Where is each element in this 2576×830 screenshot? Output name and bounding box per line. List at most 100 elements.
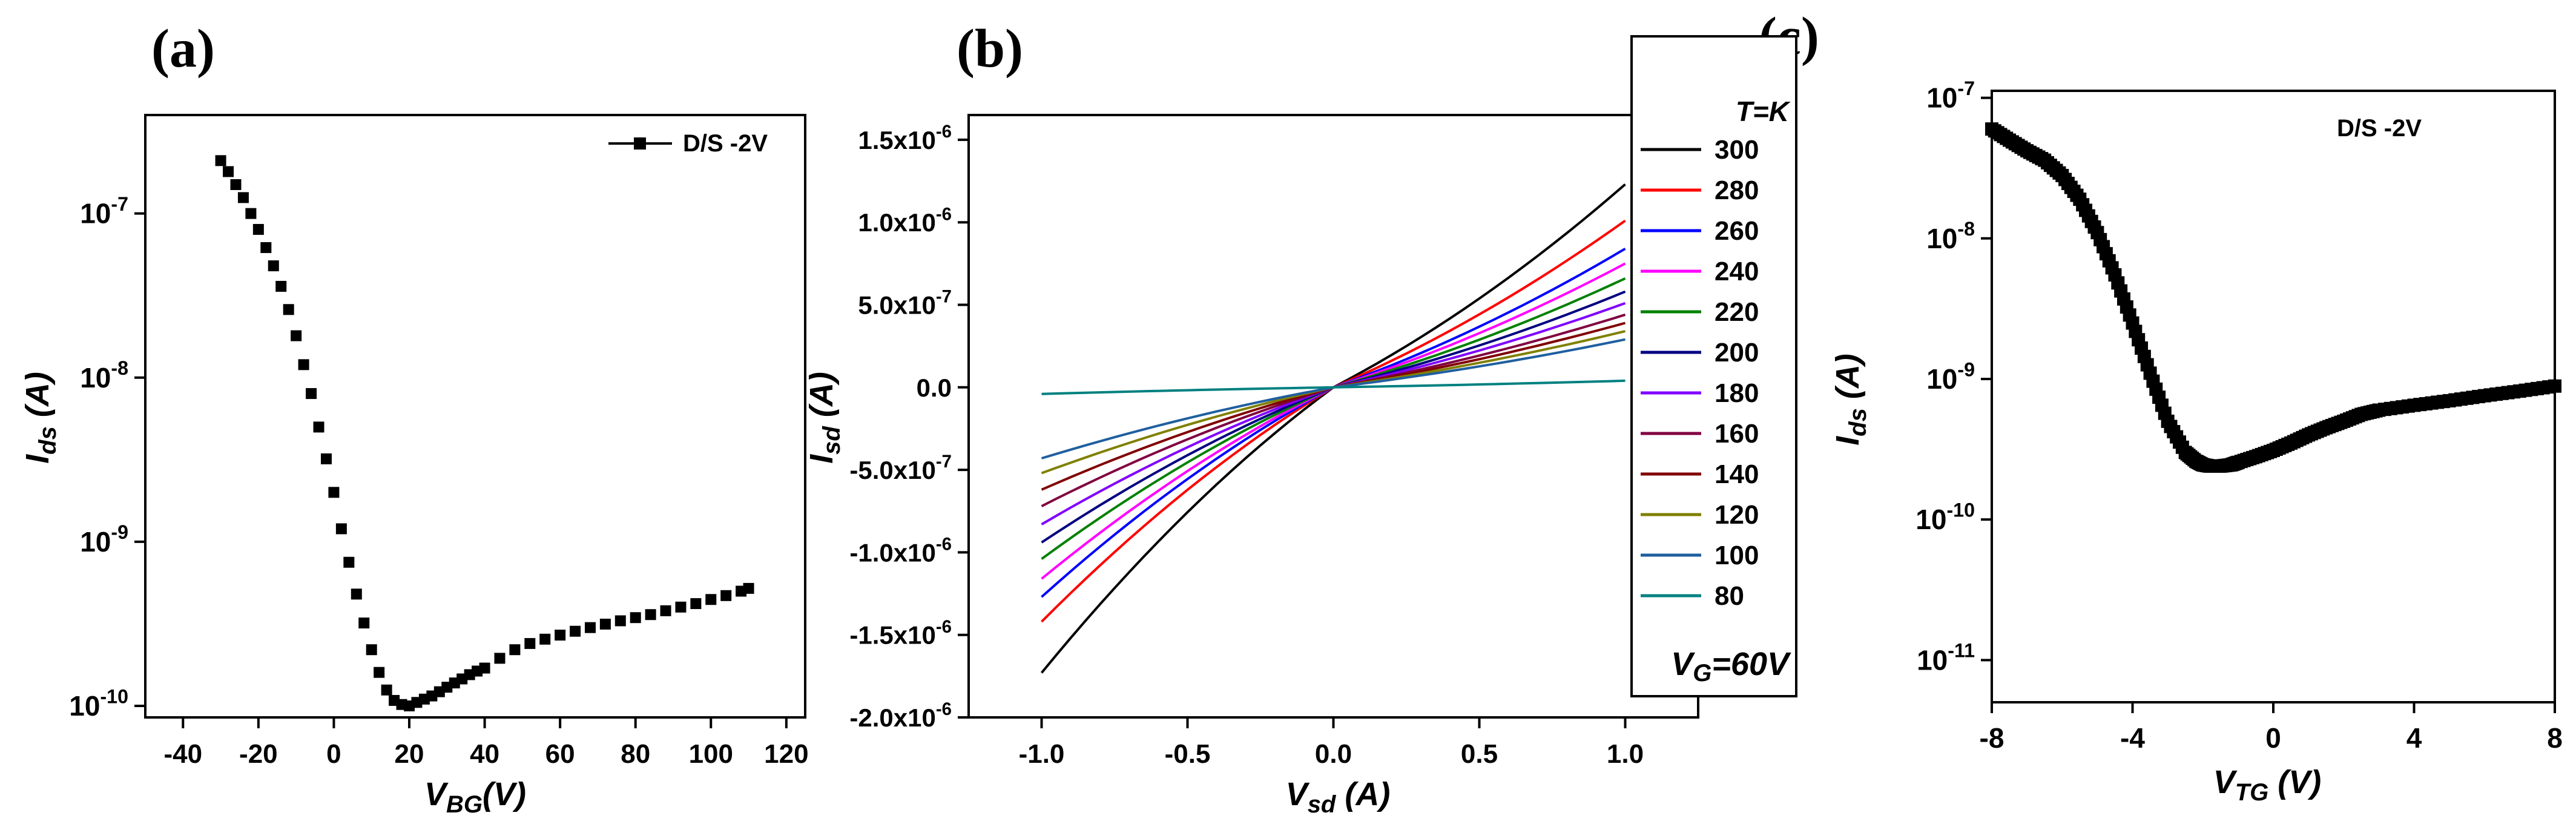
panel-a-data-point <box>743 582 754 594</box>
panel-a-data-point <box>555 630 566 641</box>
panel-b-legend-label: 220 <box>1715 297 1759 327</box>
panel-a-data-point <box>645 609 656 621</box>
panel-a-y-tick-label: 10-9 <box>80 521 128 558</box>
panel-a-data-point <box>283 304 294 315</box>
panel-a-x-axis-title: VBG(V) <box>424 776 526 818</box>
panel-a-data-point <box>291 330 302 341</box>
panel-b-x-tick-label: 0.0 <box>1315 739 1352 769</box>
panel-c-annotation: D/S -2V <box>2337 115 2422 142</box>
panel-b-legend-label: 180 <box>1715 378 1759 408</box>
panel-b-legend-label: 280 <box>1715 176 1759 205</box>
panel-b-legend-label: 160 <box>1715 419 1759 449</box>
panel-b-series-line <box>1041 248 1626 598</box>
panel-a-legend-marker <box>634 137 646 150</box>
panel-a-x-tick-label: 60 <box>545 739 575 769</box>
panel-a-x-tick-label: -40 <box>163 739 202 769</box>
panel-b-plot-frame <box>967 114 1699 719</box>
panel-b-y-tick-label: 1.5x10-6 <box>858 122 952 154</box>
panel-b-series-line <box>1041 262 1626 580</box>
panel-b-legend-label: 300 <box>1715 135 1759 165</box>
panel-c-y-tick-label: 10-8 <box>1926 218 1975 254</box>
panel-b-y-tick-label: -2.0x10-6 <box>849 699 952 732</box>
panel-a-x-tick-label: 40 <box>470 739 499 769</box>
panel-b-legend-label: 100 <box>1715 541 1759 570</box>
panel-a-data-point <box>479 662 490 674</box>
panel-a-y-tick-label: 10-8 <box>80 357 128 394</box>
panel-c-x-tick-label: 0 <box>2265 722 2281 754</box>
panel-a-data-point <box>343 556 355 568</box>
panel-b-legend-label: 260 <box>1715 216 1759 246</box>
panel-b-legend-label: 80 <box>1715 581 1744 611</box>
panel-a-data-point <box>358 618 370 629</box>
panel-a-data-point <box>366 644 377 656</box>
panel-a-data-point <box>260 242 272 253</box>
panel-a-y-tick-label: 10-7 <box>80 193 128 229</box>
panel-b-series-line <box>1041 290 1626 544</box>
panel-b-y-tick-label: 5.0x10-7 <box>858 287 952 320</box>
panel-b-series-line <box>1041 313 1626 507</box>
panel-a-data-point <box>275 280 287 292</box>
panel-a-data-point <box>298 359 309 371</box>
panel-b-y-tick-label: 0.0 <box>917 374 952 402</box>
panel-a-data-point <box>351 588 362 600</box>
panel-a-chart: -40 -20 0 20 40 60 80 100 120 10-1010-910-810-7 … <box>19 114 809 818</box>
panel-b-y-ticks: -2.0x10-6 -1.5x10-6 -1.0x10-6 -5.0x10-7 0.0 5… <box>849 122 969 732</box>
panel-a-data-point <box>215 155 226 166</box>
panel-b-y-tick-label: -1.5x10-6 <box>849 617 952 650</box>
panel-a-data-point <box>230 179 242 190</box>
panel-a-data-point <box>660 605 671 616</box>
panel-c-y-axis-title: Ids (A) <box>1830 354 1871 446</box>
panel-c-y-tick-label: 10-7 <box>1926 77 1975 114</box>
panel-a-x-tick-label: 0 <box>326 739 341 769</box>
panel-c-data-series <box>1985 122 2561 473</box>
panel-a-x-tick-label: 20 <box>395 739 424 769</box>
panel-a-data-point <box>599 618 611 630</box>
panel-b-series-line <box>1041 379 1626 395</box>
panel-a-data-point <box>570 625 581 637</box>
panel-a-x-tick-label: 100 <box>689 739 733 769</box>
panel-b-x-tick-label: 1.0 <box>1607 739 1644 769</box>
panel-a-y-tick-label: 10-10 <box>69 685 128 722</box>
panel-a-y-axis-title: Ids (A) <box>19 372 61 464</box>
panel-a-legend: D/S -2V <box>608 130 768 157</box>
panel-a-data-point <box>381 684 392 696</box>
panel-b-series-line <box>1041 301 1626 525</box>
panel-c-x-tick-label: 4 <box>2406 722 2422 754</box>
panel-b-legend: T=K VG=60V 300 280 260 240 220 200 180 160 140 12… <box>1630 35 1797 697</box>
panel-b-series-line <box>1041 277 1626 560</box>
panel-b-y-tick-label: 1.0x10-6 <box>858 204 952 237</box>
panel-a-data-point <box>630 612 641 624</box>
panel-a-data-point <box>237 192 249 203</box>
panel-letter-a: (a) <box>151 19 215 79</box>
panel-b-series-line <box>1041 338 1626 459</box>
panel-a-data-point <box>720 590 732 601</box>
panel-b-x-tick-label: -0.5 <box>1165 739 1211 769</box>
panel-a-data-point <box>614 615 626 627</box>
panel-a-data-point <box>374 667 385 678</box>
panel-c-y-ticks: 10-11 10-10 10-9 10-8 10-7 <box>1916 77 1992 676</box>
panel-letter-b: (b) <box>957 19 1023 79</box>
panel-b-legend-label: 140 <box>1715 459 1759 489</box>
panel-b-legend-label: 200 <box>1715 338 1759 367</box>
panel-a-data-point <box>539 633 551 645</box>
panel-a-data-point <box>584 622 596 633</box>
panel-b-x-tick-label: 0.5 <box>1461 739 1498 769</box>
panel-a-data-point <box>268 260 279 272</box>
panel-a-y-ticks: 10-10 10-9 10-8 10-7 <box>69 193 145 722</box>
panel-a-plot-frame <box>144 114 806 719</box>
panel-b-series-line <box>1040 183 1626 674</box>
panel-b-series-line <box>1041 219 1626 623</box>
panel-c-y-tick-label: 10-10 <box>1916 499 1975 535</box>
panel-c-x-tick-label: -8 <box>1980 722 2004 754</box>
panel-c-chart: -8 -4 0 4 8 10-11 10-10 10-9 10-8 10-7 D/S -2V I… <box>1830 77 2563 806</box>
panel-b-chart: -1.0 -0.5 0.0 0.5 1.0 -2.0x10-6 -1.5x10-6 -1.0… <box>803 35 1797 818</box>
panel-a-data-point <box>690 598 702 610</box>
panel-a-data-point <box>509 644 521 656</box>
panel-b-legend-title: T=K <box>1736 96 1791 127</box>
panel-c-y-tick-label: 10-9 <box>1926 358 1975 395</box>
panel-b-y-tick-label: -5.0x10-7 <box>849 452 952 484</box>
panel-b-y-axis-title: Isd (A) <box>803 372 845 464</box>
panel-b-x-axis-title: Vsd (A) <box>1286 776 1391 818</box>
panel-c-x-tick-label: 8 <box>2547 722 2563 754</box>
